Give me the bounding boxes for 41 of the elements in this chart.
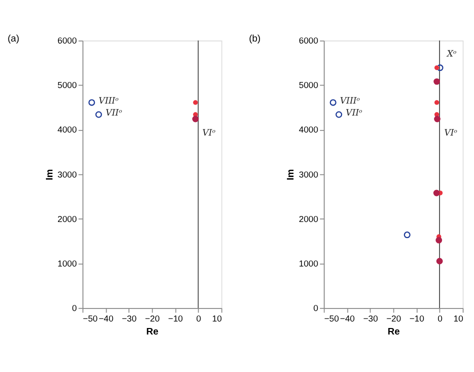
y-tick-label: 2000 xyxy=(58,214,77,224)
y-tick-label: 2000 xyxy=(298,214,318,224)
x-tick-label: 0 xyxy=(196,313,202,324)
x-tick-label: −40 xyxy=(340,313,355,324)
chart-title: (b) xyxy=(248,33,261,44)
annotation: VIIIᵒ xyxy=(98,96,120,106)
x-tick-label: −30 xyxy=(363,313,378,324)
y-tick-label: 1000 xyxy=(58,258,77,268)
annotation: VIIᵒ xyxy=(106,108,123,118)
x-tick-label: −10 xyxy=(168,313,184,324)
x-tick-label: −20 xyxy=(145,313,160,324)
x-tick-label: 10 xyxy=(212,313,222,324)
x-tick-label: −50 xyxy=(82,313,98,324)
x-axis-title: Re xyxy=(146,326,158,338)
y-tick-label: 0 xyxy=(313,302,318,313)
annotation: VIIᵒ xyxy=(346,108,363,118)
x-tick-label: −20 xyxy=(386,313,402,324)
y-tick-label: 6000 xyxy=(298,36,318,46)
y-tick-label: 4000 xyxy=(58,124,77,135)
y-axis-title: Im xyxy=(44,169,56,180)
y-tick-label: 5000 xyxy=(298,80,318,90)
y-tick-label: 3000 xyxy=(298,169,318,180)
annotation: Xᵒ xyxy=(446,49,458,60)
annotation: VIᵒ xyxy=(202,128,216,138)
x-tick-label: −30 xyxy=(122,313,137,324)
x-tick-label: −50 xyxy=(324,313,340,324)
x-tick-label: −10 xyxy=(409,313,424,324)
annotation: VIIIᵒ xyxy=(340,96,361,106)
y-tick-label: 1000 xyxy=(298,258,318,268)
x-axis-title: Re xyxy=(388,326,400,338)
y-tick-label: 3000 xyxy=(58,169,77,180)
annotation: VIᵒ xyxy=(444,128,458,138)
y-axis-title: Im xyxy=(286,169,297,180)
x-tick-label: 0 xyxy=(438,313,443,324)
y-tick-label: 5000 xyxy=(58,80,77,90)
y-tick-label: 6000 xyxy=(58,36,77,46)
x-tick-label: 10 xyxy=(453,313,464,324)
chart-title: (a) xyxy=(8,33,20,44)
y-tick-label: 0 xyxy=(72,302,77,313)
y-tick-label: 4000 xyxy=(298,124,318,135)
x-tick-label: −40 xyxy=(98,313,114,324)
